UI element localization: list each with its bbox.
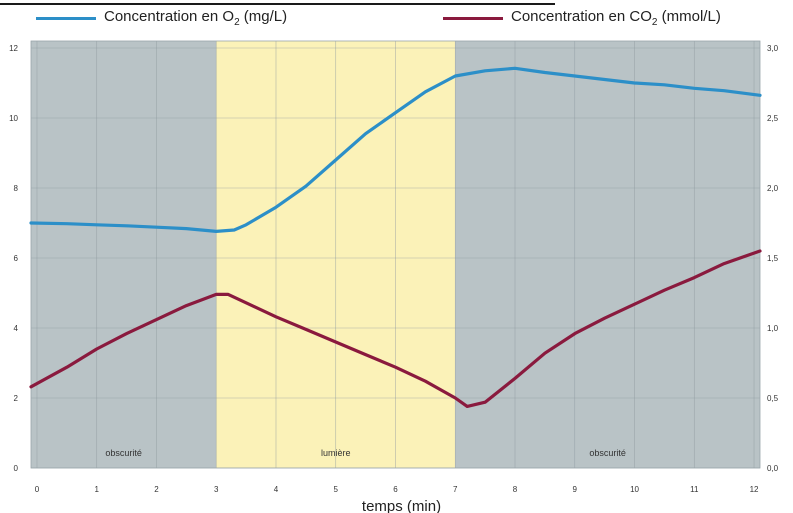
x-axis-label: temps (min) (362, 498, 441, 513)
y-left-tick-3: 6 (14, 254, 19, 263)
y-right-tick-0: 0,0 (767, 464, 779, 473)
x-tick-2: 2 (154, 485, 159, 494)
region-0 (31, 41, 216, 468)
region-label-1: lumière (321, 448, 351, 458)
y-left-tick-4: 8 (14, 184, 19, 193)
x-tick-11: 11 (690, 485, 699, 494)
x-tick-8: 8 (513, 485, 518, 494)
y-left-tick-6: 12 (9, 44, 18, 53)
x-tick-10: 10 (630, 485, 639, 494)
y-right-tick-3: 1,5 (767, 254, 779, 263)
x-tick-5: 5 (334, 485, 339, 494)
y-right-tick-2: 1,0 (767, 324, 779, 333)
x-tick-3: 3 (214, 485, 219, 494)
region-2 (455, 41, 760, 468)
y-left-tick-5: 10 (9, 114, 18, 123)
x-tick-4: 4 (274, 485, 279, 494)
y-right-tick-1: 0,5 (767, 394, 779, 403)
y-right-tick-4: 2,0 (767, 184, 779, 193)
y-left-tick-1: 2 (14, 394, 19, 403)
x-tick-0: 0 (35, 485, 40, 494)
region-label-2: obscurité (589, 448, 626, 458)
x-tick-9: 9 (573, 485, 578, 494)
y-left-tick-0: 0 (14, 464, 19, 473)
x-tick-7: 7 (453, 485, 458, 494)
y-right-tick-5: 2,5 (767, 114, 779, 123)
x-tick-12: 12 (750, 485, 759, 494)
x-tick-1: 1 (95, 485, 100, 494)
y-right-tick-6: 3,0 (767, 44, 779, 53)
x-tick-6: 6 (393, 485, 398, 494)
region-label-0: obscurité (105, 448, 142, 458)
y-left-tick-2: 4 (14, 324, 19, 333)
